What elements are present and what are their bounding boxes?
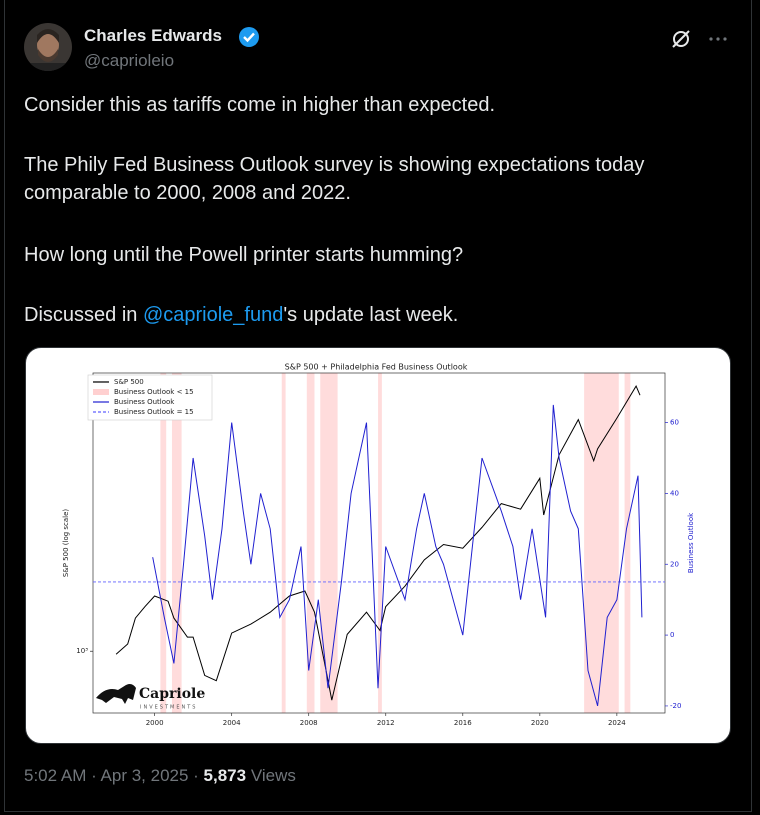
y2-tick-label: 40	[670, 489, 679, 497]
verified-badge	[239, 27, 259, 47]
shaded-span	[281, 373, 286, 713]
text: 's update last week.	[283, 304, 459, 326]
author-handle[interactable]: @caprioleio	[84, 51, 175, 70]
x-tick-label: 2024	[608, 719, 626, 727]
tweet-frame	[4, 0, 752, 812]
logo-tagline: INVESTMENTS	[140, 705, 197, 711]
x-tick-label: 2012	[377, 719, 395, 727]
tweet-text: The Phily Fed Business Outlook survey is…	[24, 154, 645, 204]
legend-label: Business Outlook	[114, 398, 175, 406]
y2-tick-label: 60	[670, 419, 679, 427]
y2-tick-label: 0	[670, 631, 674, 639]
views-label: Views	[250, 766, 296, 785]
tweet-text: Discussed in @capriole_fund's update las…	[24, 301, 714, 329]
series-line	[152, 404, 643, 707]
chart: 2000 2004 2008 2012 2016 2020 2024 10³ -20 0 20 40 6…	[62, 363, 695, 728]
plot-frame	[92, 372, 666, 714]
y-tick-label: 10³	[76, 647, 88, 655]
legend-label: Business Outlook = 15	[114, 408, 194, 416]
y-axis-label: S&P 500 (log scale)	[62, 509, 70, 578]
shaded-span	[624, 373, 631, 713]
x-tick-label: 2000	[146, 719, 164, 727]
shaded-span	[378, 373, 382, 713]
media-card[interactable]: 2000 2004 2008 2012 2016 2020 2024 10³ -20 0 20 40 6…	[25, 347, 731, 744]
x-tick-label: 2008	[300, 719, 318, 727]
y2-tick-label: 20	[670, 560, 679, 568]
tweet-meta: 5:02 AM · Apr 3, 2025 · 5,873 Views	[24, 766, 296, 786]
shaded-span	[584, 373, 619, 713]
author-name[interactable]: Charles Edwards	[84, 26, 222, 45]
legend: S&P 500 Business Outlook < 15 Business Out…	[87, 374, 213, 421]
legend-swatch	[93, 389, 109, 395]
text: Discussed in	[24, 304, 143, 326]
legend-label: S&P 500	[114, 378, 144, 386]
x-tick-label: 2020	[531, 719, 549, 727]
grok-icon[interactable]	[670, 28, 692, 50]
tweet-text: Consider this as tariffs come in higher …	[24, 94, 495, 116]
y2-axis-label: Business Outlook	[687, 512, 695, 573]
tweet-text: How long until the Powell printer starts…	[24, 244, 464, 266]
logo-horse	[96, 684, 136, 704]
logo-name: Capriole	[139, 686, 205, 702]
y2-tick-label: -20	[670, 702, 681, 710]
series-line	[115, 385, 641, 701]
legend-label: Business Outlook < 15	[114, 388, 194, 396]
shaded-span	[160, 373, 167, 713]
shaded-span	[306, 373, 315, 713]
shaded-span	[171, 373, 182, 713]
shaded-span	[320, 373, 338, 713]
mention-link[interactable]: @capriole_fund	[142, 304, 284, 326]
timestamp[interactable]: 5:02 AM · Apr 3, 2025 ·	[24, 766, 204, 785]
avatar[interactable]	[24, 23, 74, 73]
views-count: 5,873	[203, 766, 247, 785]
x-tick-label: 2016	[454, 719, 472, 727]
more-icon[interactable]	[706, 32, 730, 46]
x-tick-label: 2004	[223, 719, 241, 727]
chart-title: S&P 500 + Philadelphia Fed Business Outl…	[285, 363, 468, 372]
